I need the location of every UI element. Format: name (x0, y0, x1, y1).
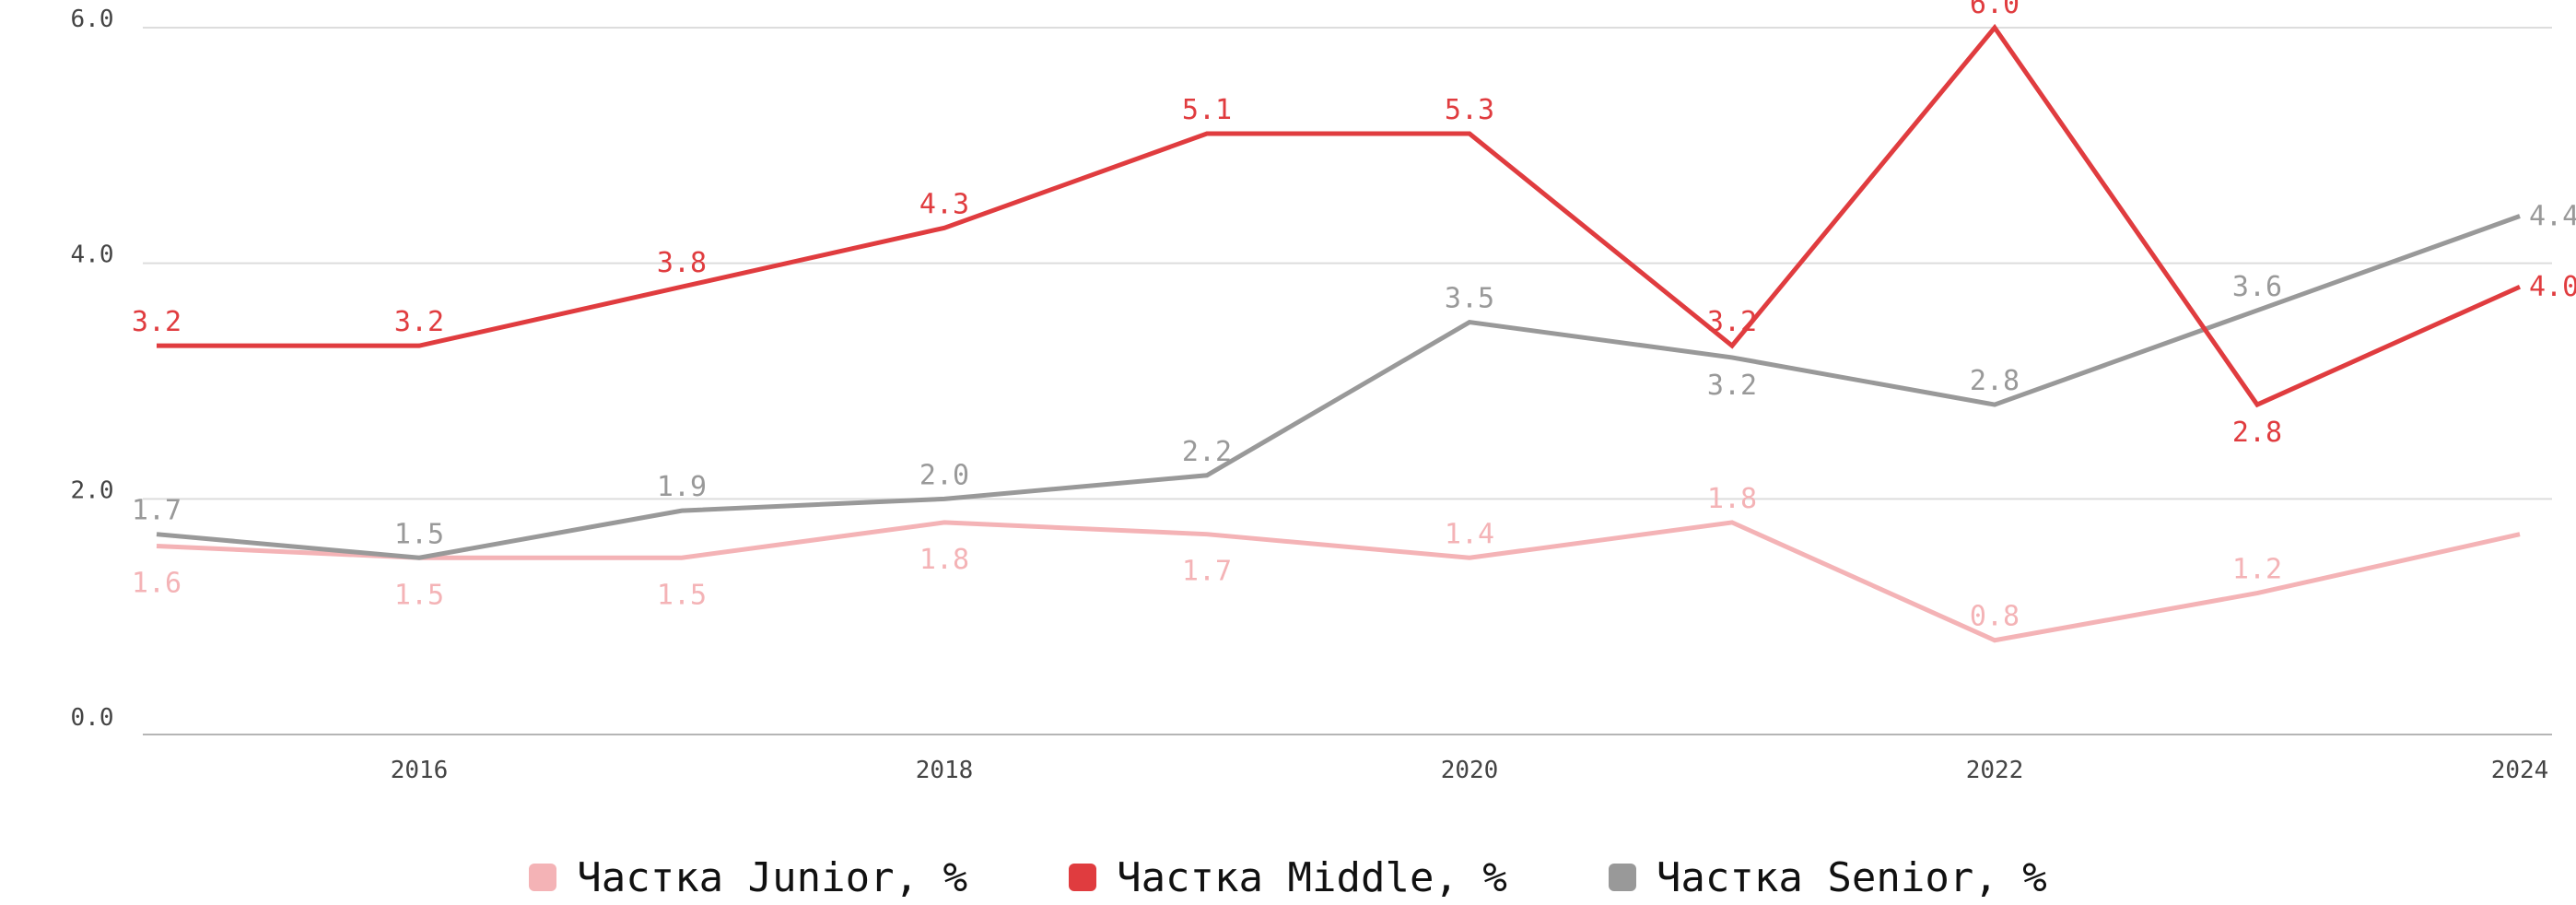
data-label-series-1: 3.2 (394, 306, 444, 338)
series-line-1 (157, 23, 2522, 408)
x-tick-label: 2020 (1441, 757, 1499, 784)
legend-item-middle[interactable]: Частка Middle, % (1069, 854, 1507, 901)
legend-swatch-senior (1608, 864, 1636, 891)
legend: Частка Junior, % Частка Middle, % Частка… (0, 850, 2576, 905)
data-label-series-1: 3.2 (1707, 306, 1757, 338)
x-tick-label: 2022 (1966, 757, 2024, 784)
data-label-series-0: 1.8 (919, 544, 969, 576)
data-label-series-1: 6.0 (1970, 0, 2020, 20)
data-label-series-1: 3.8 (657, 247, 707, 279)
series-line-2 (156, 214, 2521, 560)
data-label-series-0: 1.7 (1182, 556, 1232, 588)
data-label-series-2: 3.5 (1445, 283, 1494, 315)
data-label-series-2: 1.9 (657, 471, 707, 503)
data-label-series-1: 3.2 (132, 306, 181, 338)
data-label-series-0: 1.6 (132, 567, 181, 599)
x-tick-label: 2018 (916, 757, 974, 784)
y-tick-label: 4.0 (71, 241, 114, 269)
data-labels: 1.6 1.5 1.5 1.8 1.7 1.4 1.8 0.8 1.2 3.2 3.2 3.8 4.3 5… (132, 0, 2576, 633)
x-tick-label: 2016 (391, 757, 449, 784)
legend-swatch-junior (529, 864, 557, 891)
series-line-0 (156, 520, 2521, 643)
x-tick-label: 2024 (2491, 757, 2549, 784)
data-label-series-0: 1.4 (1445, 518, 1494, 550)
data-label-series-1: 2.8 (2232, 417, 2282, 449)
data-label-series-1: 4.0 (2529, 271, 2576, 303)
data-label-series-2: 2.0 (919, 459, 969, 491)
data-label-series-1: 5.3 (1445, 94, 1494, 126)
data-label-series-1: 5.1 (1182, 94, 1232, 126)
axes: 0.0 2.0 4.0 6.0 2016 2018 2020 2022 2024 (71, 6, 2552, 784)
legend-label-senior: Частка Senior, % (1656, 853, 2047, 901)
legend-label-junior: Частка Junior, % (577, 853, 968, 901)
data-label-series-2: 1.7 (132, 495, 181, 527)
data-label-series-0: 1.5 (657, 579, 707, 611)
data-label-series-1: 4.3 (919, 188, 969, 220)
legend-item-junior[interactable]: Частка Junior, % (529, 854, 967, 901)
data-label-series-2: 3.6 (2232, 271, 2282, 303)
data-label-series-0: 1.8 (1707, 483, 1757, 515)
legend-item-senior[interactable]: Частка Senior, % (1608, 853, 2047, 901)
data-label-series-0: 1.5 (394, 579, 444, 611)
y-tick-label: 0.0 (71, 704, 114, 732)
y-tick-label: 6.0 (71, 6, 114, 33)
legend-label-middle: Частка Middle, % (1117, 853, 1507, 901)
data-label-series-2: 2.8 (1970, 365, 2020, 397)
data-label-series-0: 0.8 (1970, 601, 2020, 633)
data-label-series-0: 1.2 (2232, 554, 2282, 586)
data-label-series-2: 1.5 (394, 518, 444, 550)
series-lines (156, 23, 2522, 643)
data-label-series-2: 2.2 (1182, 436, 1232, 468)
data-label-series-2: 4.4 (2529, 201, 2576, 233)
y-tick-label: 2.0 (71, 476, 114, 504)
gridlines (143, 27, 2552, 500)
legend-swatch-middle (1069, 864, 1097, 891)
data-label-series-2: 3.2 (1707, 370, 1757, 402)
